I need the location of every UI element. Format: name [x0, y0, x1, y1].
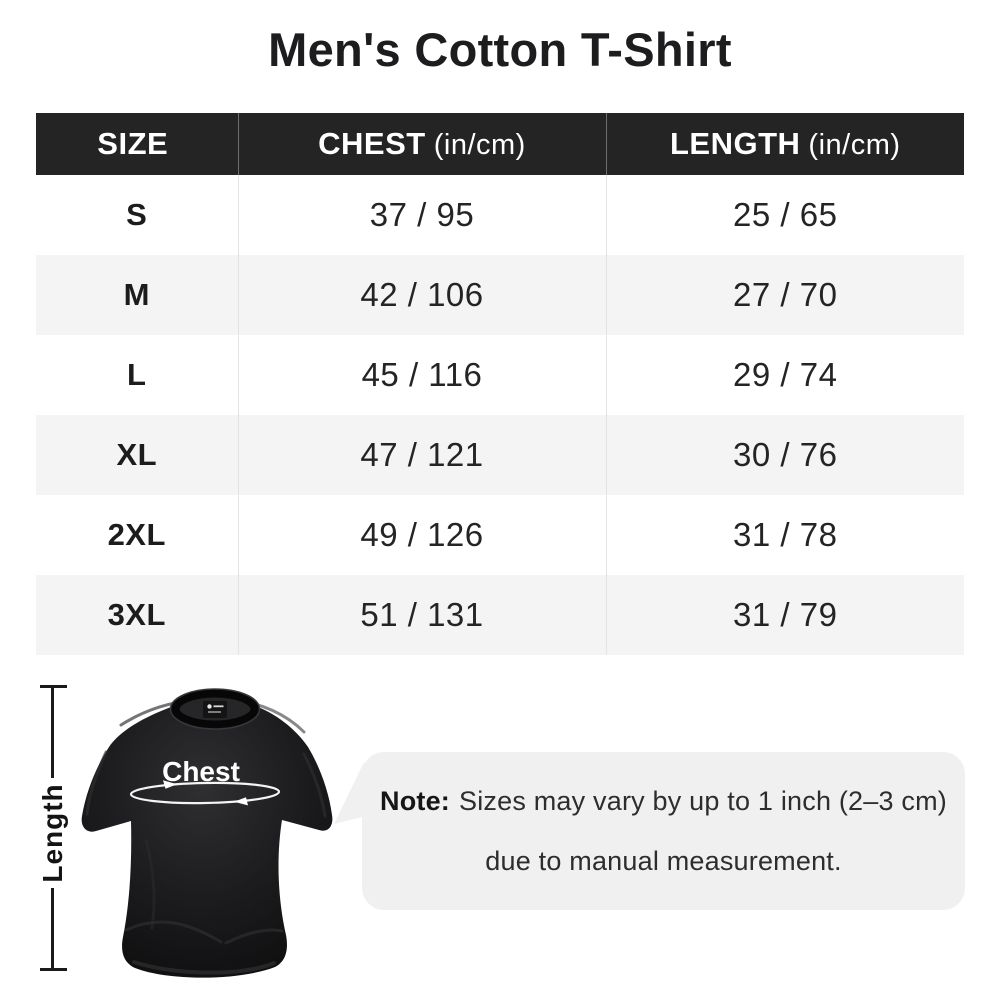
length-cell: 30 / 76	[605, 415, 964, 495]
chest-cell: 47 / 121	[237, 415, 606, 495]
note-line-1: Note: Sizes may vary by up to 1 inch (2–3…	[380, 786, 947, 817]
tshirt-body	[81, 698, 333, 978]
collar-band	[170, 688, 260, 730]
neck-label-print	[207, 704, 224, 713]
neck-label	[203, 701, 227, 718]
length-line-lower	[51, 888, 54, 969]
length-line-upper	[51, 685, 54, 778]
length-header-unit: (in/cm)	[808, 129, 901, 161]
chest-cell: 37 / 95	[237, 175, 606, 255]
table-row: 3XL 51 / 131 31 / 79	[36, 575, 964, 655]
table-row: S 37 / 95 25 / 65	[36, 175, 964, 255]
size-table: SIZE CHEST (in/cm) LENGTH (in/cm) S 37 / 9…	[36, 113, 964, 655]
length-cell: 29 / 74	[605, 335, 964, 415]
size-cell: 3XL	[107, 597, 166, 632]
length-label: Length	[37, 783, 68, 883]
table-row: M 42 / 106 27 / 70	[36, 255, 964, 335]
collar-edge-highlight	[169, 688, 261, 730]
length-cell: 31 / 79	[605, 575, 964, 655]
chest-ellipse-arrow	[129, 781, 281, 805]
table-row: L 45 / 116 29 / 74	[36, 335, 964, 415]
tshirt-image: Chest	[81, 688, 333, 978]
table-row: XL 47 / 121 30 / 76	[36, 415, 964, 495]
col-header-size: SIZE	[36, 113, 238, 175]
note-prefix: Note:	[380, 785, 450, 816]
table-row: 2XL 49 / 126 31 / 78	[36, 495, 964, 575]
length-cell: 31 / 78	[605, 495, 964, 575]
chest-cell: 45 / 116	[237, 335, 606, 415]
chest-label: Chest	[162, 756, 240, 787]
col-header-length: LENGTH (in/cm)	[605, 113, 964, 175]
chest-header-label: CHEST	[318, 126, 426, 161]
length-cell: 25 / 65	[605, 175, 964, 255]
length-line-cap-bottom	[40, 968, 67, 971]
size-cell: S	[126, 197, 148, 232]
note-text-line1: Sizes may vary by up to 1 inch (2–3 cm)	[459, 785, 947, 816]
chest-cell: 42 / 106	[237, 255, 606, 335]
chest-cell: 49 / 126	[237, 495, 606, 575]
chest-arrowhead-bottom	[234, 797, 248, 806]
size-cell: 2XL	[107, 517, 166, 552]
size-cell: XL	[116, 437, 158, 472]
col-header-chest: CHEST (in/cm)	[237, 113, 606, 175]
chest-cell: 51 / 131	[237, 575, 606, 655]
page-title: Men's Cotton T-Shirt	[268, 23, 732, 76]
size-cell: M	[123, 277, 150, 312]
size-cell: L	[127, 357, 147, 392]
note-bubble: Note: Sizes may vary by up to 1 inch (2–3…	[362, 752, 965, 910]
size-header-label: SIZE	[97, 126, 169, 161]
length-cell: 27 / 70	[605, 255, 964, 335]
chest-header-unit: (in/cm)	[433, 129, 526, 161]
table-header-row: SIZE CHEST (in/cm) LENGTH (in/cm)	[36, 113, 964, 175]
note-line-2: due to manual measurement.	[485, 845, 842, 876]
chest-arrowhead-top	[163, 780, 177, 789]
length-header-label: LENGTH	[669, 126, 801, 161]
